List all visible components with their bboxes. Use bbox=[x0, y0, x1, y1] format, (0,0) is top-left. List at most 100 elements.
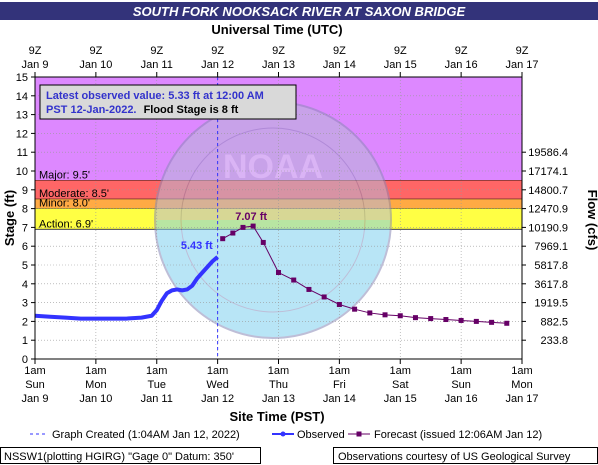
flow-tick-label: 1919.5 bbox=[534, 298, 568, 310]
bottom-axis-ticks: 1am Sun Jan 9 1am Mon Jan 10 1am Tue Jan 11 1am We… bbox=[22, 359, 539, 405]
forecast-point bbox=[352, 306, 358, 312]
bottom-tick-time: 1am bbox=[24, 365, 45, 377]
flow-tick-label: 17174.1 bbox=[528, 166, 568, 178]
bottom-tick-date: Jan 14 bbox=[323, 393, 356, 405]
bottom-tick-date: Jan 9 bbox=[22, 393, 49, 405]
y-tick-label: 8 bbox=[22, 204, 28, 216]
bottom-tick-day: Mon bbox=[85, 379, 106, 391]
bottom-tick-day: Sat bbox=[392, 379, 409, 391]
forecast-point bbox=[276, 270, 281, 276]
flow-tick-label: 3617.8 bbox=[534, 279, 568, 291]
top-tick-time: 9Z bbox=[29, 45, 42, 57]
forecast-peak-label: 7.07 ft bbox=[235, 211, 267, 223]
y-tick-label: 14 bbox=[16, 91, 28, 103]
forecast-point bbox=[230, 230, 236, 236]
flow-tick-label: 5817.8 bbox=[534, 260, 568, 272]
bottom-tick-date: Jan 16 bbox=[445, 393, 478, 405]
forecast-point bbox=[260, 239, 266, 245]
bottom-tick-date: Jan 10 bbox=[79, 393, 112, 405]
forecast-point bbox=[240, 224, 246, 230]
top-tick-date: Jan 11 bbox=[141, 59, 173, 71]
bottom-tick-time: 1am bbox=[146, 365, 167, 377]
top-tick-date: Jan 10 bbox=[79, 59, 112, 71]
y-tick-label: 12 bbox=[16, 128, 28, 140]
top-tick-date: Jan 13 bbox=[262, 59, 295, 71]
y-tick-label: 7 bbox=[22, 222, 28, 234]
forecast-point bbox=[291, 277, 297, 283]
y-tick-label: 10 bbox=[16, 166, 28, 178]
top-tick-time: 9Z bbox=[150, 45, 163, 57]
svg-text:PST 12-Jan-2022. Flood S: PST 12-Jan-2022. Flood Stage is 8 ft bbox=[46, 104, 239, 116]
footer-left-box bbox=[0, 447, 261, 464]
observed-value-label: 5.43 ft bbox=[181, 240, 213, 252]
latest-observation-box: Latest observed value: 5.33 ft at 12:00 … bbox=[39, 84, 297, 120]
flood-category-label: Major: 9.5' bbox=[39, 169, 90, 181]
forecast-point bbox=[443, 317, 449, 323]
forecast-point bbox=[504, 320, 510, 326]
bottom-tick-date: Jan 12 bbox=[201, 393, 234, 405]
top-tick-time: 9Z bbox=[89, 45, 102, 57]
flood-category-label: Action: 6.9' bbox=[39, 218, 93, 230]
flow-tick-label: 10190.9 bbox=[528, 222, 568, 234]
forecast-point bbox=[473, 318, 479, 324]
y-tick-label: 6 bbox=[22, 241, 28, 253]
top-tick-time: 9Z bbox=[272, 45, 285, 57]
top-tick-date: Jan 16 bbox=[445, 59, 478, 71]
right-axis-ticks: 19586.4 17174.1 14800.7 12470.9 10190.9 7969.… bbox=[522, 147, 568, 347]
forecast-point bbox=[397, 313, 403, 319]
top-tick-time: 9Z bbox=[211, 45, 224, 57]
bottom-tick-date: Jan 17 bbox=[505, 393, 538, 405]
chart-title: SOUTH FORK NOOKSACK RIVER AT SAXON BRIDG… bbox=[133, 4, 466, 19]
y-tick-label: 11 bbox=[17, 147, 28, 159]
bottom-tick-date: Jan 13 bbox=[262, 393, 295, 405]
legend-observed: Observed bbox=[297, 429, 345, 441]
legend-created: Graph Created (1:04AM Jan 12, 2022) bbox=[52, 429, 240, 441]
y-tick-label: 4 bbox=[22, 279, 28, 291]
top-tick-time: 9Z bbox=[394, 45, 407, 57]
legend-forecast: Forecast (issued 12:06AM Jan 12) bbox=[374, 429, 542, 441]
bottom-tick-date: Jan 11 bbox=[141, 393, 173, 405]
bottom-tick-time: 1am bbox=[268, 365, 289, 377]
top-tick-time: 9Z bbox=[516, 45, 529, 57]
forecast-point bbox=[458, 317, 464, 323]
legend: Graph Created (1:04AM Jan 12, 2022) Obse… bbox=[30, 429, 542, 441]
y-axis-label: Stage (ft) bbox=[2, 190, 17, 246]
bottom-tick-day: Sun bbox=[25, 379, 45, 391]
top-tick-date: Jan 12 bbox=[201, 59, 234, 71]
y-right-axis-label: Flow (cfs) bbox=[585, 190, 598, 251]
flow-tick-label: 882.5 bbox=[540, 316, 568, 328]
bottom-tick-day: Sun bbox=[451, 379, 471, 391]
bottom-tick-time: 1am bbox=[85, 365, 106, 377]
y-tick-label: 9 bbox=[22, 185, 28, 197]
top-tick-time: 9Z bbox=[455, 45, 468, 57]
info-line-2: PST 12-Jan-2022. bbox=[46, 104, 137, 116]
flow-tick-label: 19586.4 bbox=[528, 147, 568, 159]
y-tick-label: 3 bbox=[22, 298, 28, 310]
forecast-point bbox=[428, 316, 434, 322]
top-tick-date: Jan 17 bbox=[505, 59, 538, 71]
forecast-point bbox=[382, 312, 388, 318]
flow-tick-label: 7969.1 bbox=[534, 241, 568, 253]
x-axis-label: Site Time (PST) bbox=[229, 409, 324, 424]
y-tick-label: 13 bbox=[16, 110, 28, 122]
bottom-tick-time: 1am bbox=[511, 365, 532, 377]
bottom-tick-day: Fri bbox=[333, 379, 346, 391]
forecast-point bbox=[306, 286, 312, 292]
title-bar bbox=[0, 2, 598, 20]
watermark-text: NOAA bbox=[223, 148, 323, 186]
flood-category-label: Moderate: 8.5' bbox=[39, 188, 109, 200]
flood-category-label: Minor: 8.0' bbox=[39, 198, 90, 210]
info-line-1: Latest observed value: 5.33 ft at 12:00 … bbox=[46, 90, 264, 102]
noaa-logo-watermark: NOAA bbox=[154, 101, 392, 339]
bottom-tick-day: Thu bbox=[269, 379, 288, 391]
forecast-point bbox=[367, 310, 373, 316]
bottom-tick-time: 1am bbox=[207, 365, 228, 377]
forecast-point bbox=[489, 319, 495, 325]
info-flood-stage: Flood Stage is 8 ft bbox=[144, 104, 239, 116]
footer-left: NSSW1(plotting HGIRG) "Gage 0" Datum: 35… bbox=[4, 451, 234, 463]
bottom-tick-time: 1am bbox=[450, 365, 471, 377]
top-tick-date: Jan 15 bbox=[384, 59, 417, 71]
forecast-point bbox=[250, 223, 256, 229]
